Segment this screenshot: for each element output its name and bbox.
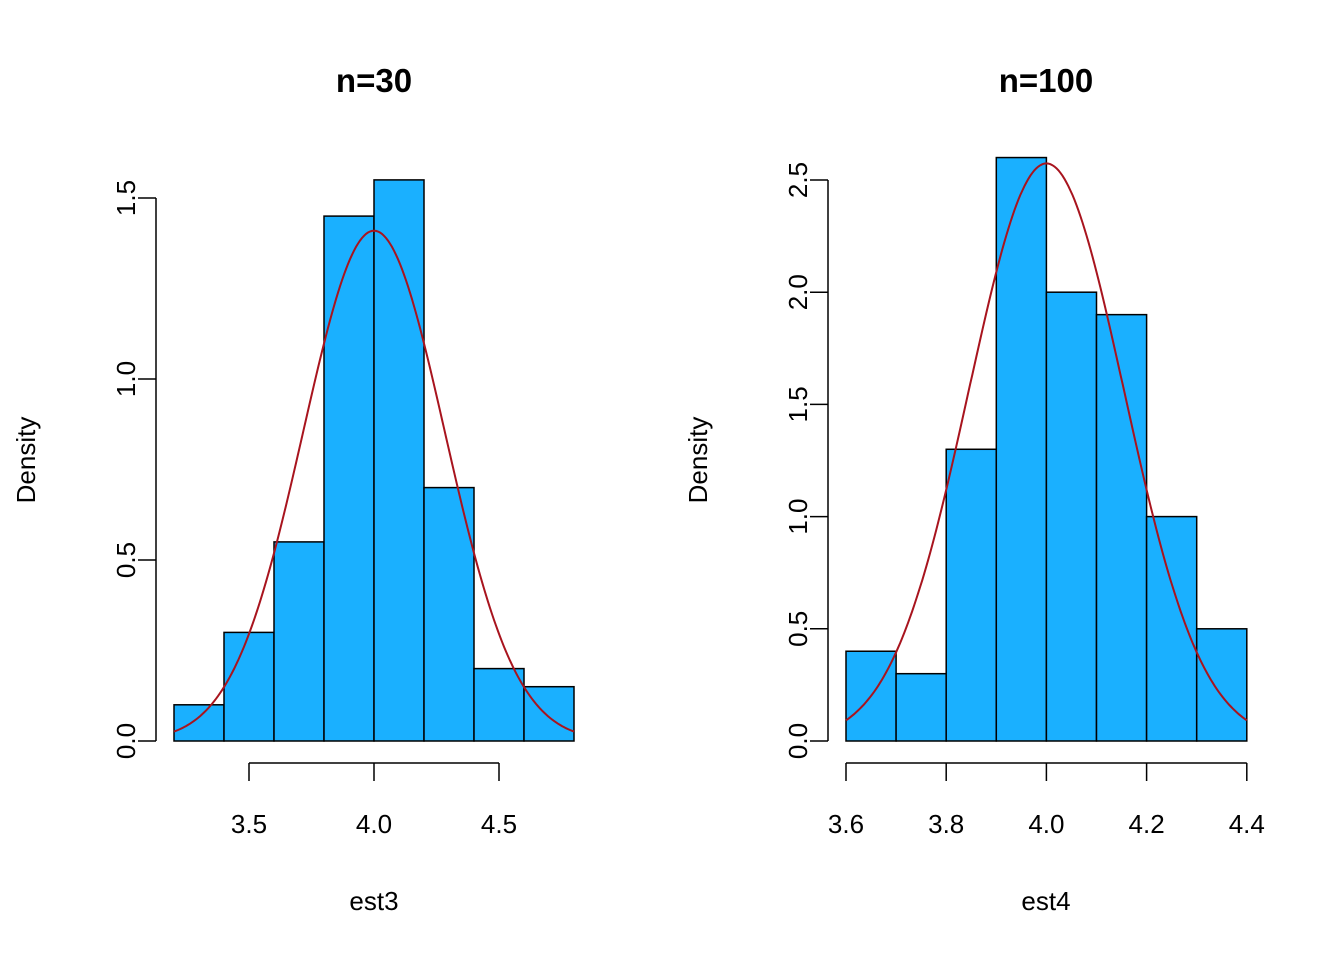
x-tick-label: 3.5 [231, 809, 267, 839]
y-tick-label: 2.0 [783, 274, 813, 310]
y-tick-label: 0.0 [111, 723, 141, 759]
histogram-bar [173, 704, 225, 742]
histogram-bar [1045, 291, 1098, 742]
x-tick-label: 4.4 [1229, 809, 1265, 839]
y-tick-label: 0.5 [111, 542, 141, 578]
x-tick-label: 4.5 [481, 809, 517, 839]
histogram-bar [323, 215, 375, 742]
histogram-bar [423, 486, 475, 742]
y-tick-label: 1.5 [111, 180, 141, 216]
chart-title: n=30 [336, 62, 412, 99]
x-tick-label: 3.8 [928, 809, 964, 839]
histogram-bar [523, 685, 575, 742]
y-tick-label: 1.0 [783, 499, 813, 535]
y-tick-label: 0.5 [783, 611, 813, 647]
histogram-panel-1: 0.0 0.5 1.0 1.5 3.5 4.0 4.5 n=30 est3 Density [11, 62, 575, 916]
histogram-bar [1095, 313, 1148, 742]
x-tick-label: 3.6 [828, 809, 864, 839]
y-tick-label: 2.5 [783, 162, 813, 198]
y-axis-label: Density [683, 417, 713, 504]
y-tick-label: 0.0 [783, 723, 813, 759]
y-axis-label: Density [11, 417, 41, 504]
x-axis-label: est3 [349, 886, 398, 916]
x-axis-label: est4 [1021, 886, 1070, 916]
x-tick-label: 4.0 [356, 809, 392, 839]
chart-title: n=100 [999, 62, 1094, 99]
histogram-bar [1195, 628, 1248, 742]
histogram-bar [945, 448, 998, 742]
histogram-bar [373, 179, 425, 742]
y-tick-label: 1.0 [111, 361, 141, 397]
x-tick-label: 4.0 [1028, 809, 1064, 839]
histogram-bar [473, 667, 525, 742]
histogram-bar [1145, 515, 1198, 742]
histogram-bar [995, 156, 1048, 742]
normal-density-curve [845, 162, 1248, 722]
histogram-bar [895, 672, 947, 742]
histogram-bar [223, 631, 275, 742]
y-tick-label: 1.5 [783, 386, 813, 422]
normal-density-curve [173, 229, 575, 733]
histogram-bar [273, 541, 325, 742]
histogram-panel-2: 0.0 0.5 1.0 1.5 2.0 2.5 3.6 3.8 4.0 4.2 4.4 n=100 es… [683, 62, 1265, 916]
x-tick-label: 4.2 [1129, 809, 1165, 839]
